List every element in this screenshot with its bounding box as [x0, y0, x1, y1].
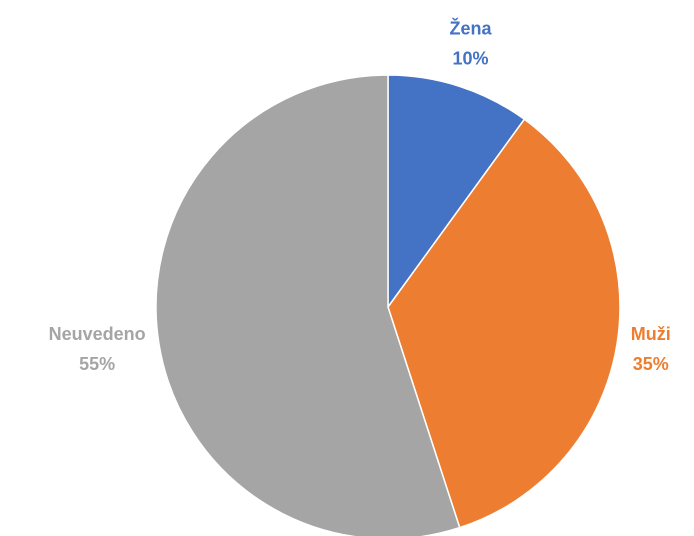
pie-slice [155, 74, 461, 536]
category-label: Muži [631, 324, 671, 344]
category-label: Neuvedeno [49, 324, 146, 344]
pie-slice [387, 74, 526, 310]
slice-label: Muži 35% [631, 324, 671, 374]
slice-label: Žena 10% [450, 17, 493, 68]
slice-label: Neuvedeno 55% [49, 324, 146, 374]
value-label: 55% [79, 354, 115, 374]
value-label: 35% [633, 354, 669, 374]
pie-slice [387, 118, 621, 529]
category-label: Žena [450, 17, 493, 38]
value-label: 10% [452, 48, 488, 68]
